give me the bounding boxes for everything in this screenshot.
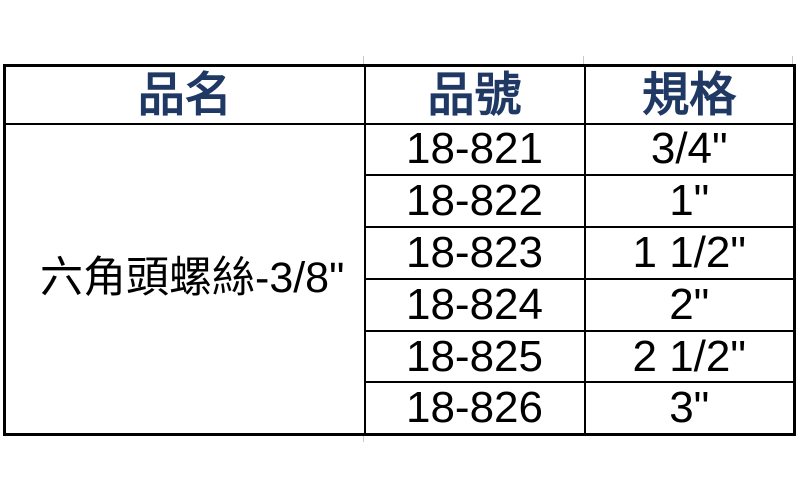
- product-name-cell: 六角頭螺絲-3/8": [3, 122, 366, 436]
- part-number-cell: 18-822: [363, 174, 586, 229]
- column-header-part-number: 品號: [363, 64, 586, 125]
- spec-cell: 2": [583, 277, 796, 332]
- gridline-artifact: [792, 56, 793, 64]
- column-header-product-name: 品名: [3, 64, 366, 125]
- part-number-cell: 18-823: [363, 226, 586, 280]
- column-header-spec: 規格: [583, 64, 796, 125]
- part-number-cell: 18-826: [363, 381, 586, 436]
- gridline-artifact: [583, 56, 584, 64]
- spec-cell: 1 1/2": [583, 226, 796, 280]
- spec-cell: 2 1/2": [583, 329, 796, 384]
- table-row: 18-822 1": [5, 174, 796, 229]
- part-number-cell: 18-821: [363, 122, 586, 177]
- table-row: 18-824 2": [5, 277, 796, 332]
- part-number-cell: 18-825: [363, 329, 586, 384]
- table-row: 18-826 3": [5, 381, 796, 436]
- product-spec-table: 品名 品號 規格 六角頭螺絲-3/8" 18-821 3/4" 18-822 1…: [3, 64, 796, 436]
- table-header-row: 品名 品號 規格: [3, 64, 796, 125]
- part-number-cell: 18-824: [363, 277, 586, 332]
- spec-cell: 3": [583, 381, 796, 436]
- gridline-artifact: [363, 56, 364, 64]
- table-row: 18-823 1 1/2": [5, 226, 796, 280]
- table-row: 六角頭螺絲-3/8" 18-821 3/4": [3, 122, 796, 436]
- spec-cell: 3/4": [583, 122, 796, 177]
- spec-cell: 1": [583, 174, 796, 229]
- gridline-artifact: [363, 434, 364, 442]
- table-row: 18-825 2 1/2": [5, 329, 796, 384]
